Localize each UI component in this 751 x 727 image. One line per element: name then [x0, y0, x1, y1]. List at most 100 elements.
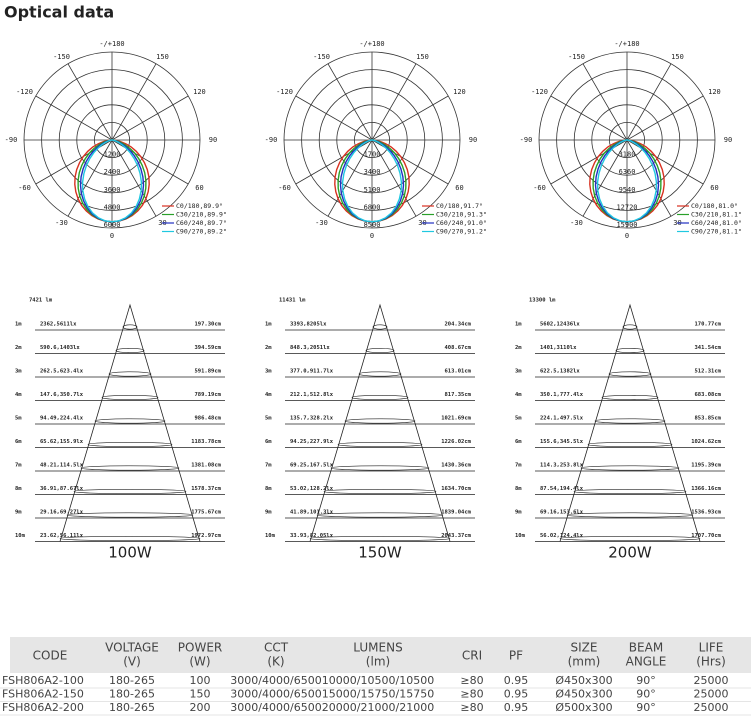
- radial-tick-label: 1200: [104, 151, 121, 159]
- illuminance: 1401,3110lx: [540, 345, 577, 351]
- lumens-label: 11431 lm: [279, 298, 306, 304]
- beam-diameter: 408.67cm: [445, 345, 472, 351]
- radial-tick-label: 9540: [619, 186, 636, 194]
- legend-entry: C60/240,81.0°: [691, 219, 742, 227]
- beam-ellipse: [66, 512, 194, 518]
- polar-spoke: [626, 139, 672, 217]
- radial-tick-label: 3400: [364, 168, 381, 176]
- legend-entry: C90/270,91.2°: [436, 228, 487, 236]
- illuminance: 5602,12436lx: [540, 322, 580, 328]
- radial-tick-label: 15900: [616, 221, 637, 229]
- beam-diameter: 986.48cm: [195, 416, 222, 422]
- distance-label: 6m: [265, 439, 272, 445]
- polar-spoke: [371, 139, 417, 217]
- polar-angle-label: 120: [453, 88, 466, 96]
- table-header-cell: POWER: [178, 641, 222, 655]
- legend-entry: C90/270,81.1°: [691, 228, 742, 236]
- illuminance: 377.0,911.7lx: [290, 369, 334, 375]
- beam-ellipse: [309, 535, 451, 542]
- beam-diameter: 1195.39cm: [691, 463, 721, 469]
- lumens-label: 7421 lm: [29, 298, 53, 304]
- table-cell: 0.95: [504, 701, 529, 714]
- polar-angle-label: 150: [156, 53, 169, 61]
- legend-entry: C0/180,89.9°: [176, 202, 223, 210]
- legend-entry: C60/240,91.0°: [436, 219, 487, 227]
- beam-cone: [559, 303, 701, 542]
- distance-label: 10m: [515, 533, 526, 539]
- illuminance: 2362,5611lx: [40, 322, 77, 328]
- beam-ellipse: [358, 371, 402, 377]
- table-header-cell: PF: [509, 649, 523, 663]
- beam-diameter: 1366.16cm: [691, 486, 721, 492]
- beam-diameter: 1183.78cm: [191, 439, 221, 445]
- radial-tick-label: 6360: [619, 168, 636, 176]
- radial-tick-label: 2400: [104, 168, 121, 176]
- beam-diameter: 1536.93cm: [691, 510, 721, 516]
- polar-angle-label: 90: [469, 136, 477, 144]
- illuminance: 29.16,69.27lx: [40, 510, 84, 516]
- table-cell: 3000/4000/6500: [230, 674, 321, 687]
- distance-label: 2m: [15, 345, 22, 351]
- distance-label: 4m: [15, 392, 22, 398]
- polar-angle-label: -30: [570, 219, 583, 227]
- beam-diameter: 591.89cm: [195, 369, 222, 375]
- distance-label: 5m: [265, 416, 272, 422]
- beam-diameter: 394.59cm: [195, 345, 222, 351]
- radial-tick-label: 8500: [364, 221, 381, 229]
- table-cell: 180-265: [109, 701, 155, 714]
- beam-diameter: 1226.02cm: [441, 439, 471, 445]
- radial-tick-label: 3180: [619, 151, 636, 159]
- table-header-cell: ANGLE: [626, 655, 667, 669]
- illuminance: 69.16,153.6lx: [540, 510, 584, 516]
- table-cell: 3000/4000/6500: [230, 688, 321, 701]
- table-cell: FSH806A2-100: [2, 674, 84, 687]
- beam-ellipse: [594, 418, 666, 424]
- radial-tick-label: 4800: [104, 203, 121, 211]
- table-header-cell: (V): [123, 655, 141, 669]
- distance-label: 7m: [515, 463, 522, 469]
- polar-spoke: [35, 95, 113, 141]
- polar-spoke: [327, 139, 373, 217]
- page-title: Optical data: [4, 3, 114, 22]
- beam-ellipse: [87, 441, 173, 448]
- legend-entry: C0/180,91.7°: [436, 202, 483, 210]
- polar-angle-label: 120: [708, 88, 721, 96]
- polar-spoke: [582, 63, 628, 141]
- polar-angle-label: 60: [455, 184, 463, 192]
- table-header-cell: (mm): [568, 655, 601, 669]
- polar-angle-label: 0: [110, 232, 114, 240]
- table-cell: 25000: [694, 701, 729, 714]
- illuminance: 135.7,328.2lx: [290, 416, 334, 422]
- table-header-cell: (K): [267, 655, 284, 669]
- table-header-cell: VOLTAGE: [105, 641, 159, 655]
- table-header-cell: CCT: [264, 641, 289, 655]
- polar-spoke: [67, 63, 113, 141]
- polar-angle-label: -90: [5, 136, 18, 144]
- distance-label: 7m: [15, 463, 22, 469]
- distance-label: 3m: [265, 369, 272, 375]
- table-header-cell: LUMENS: [353, 641, 402, 655]
- table-header-cell: LIFE: [699, 641, 724, 655]
- distance-label: 8m: [15, 486, 22, 492]
- radial-tick-label: 12720: [616, 203, 637, 211]
- polar-angle-label: -60: [18, 184, 31, 192]
- table-cell: ≥80: [460, 688, 483, 701]
- radial-tick-label: 3600: [104, 186, 121, 194]
- polar-angle-label: -60: [533, 184, 546, 192]
- polar-spoke: [626, 63, 672, 141]
- polar-angle-label: -150: [313, 53, 330, 61]
- distance-label: 9m: [265, 510, 272, 516]
- distance-label: 6m: [515, 439, 522, 445]
- polar-angle-label: -150: [53, 53, 70, 61]
- table-cell: 10000/10500/10500: [322, 674, 434, 687]
- illuminance: 65.62,155.9lx: [40, 439, 84, 445]
- polar-angle-label: -/+180: [614, 40, 639, 48]
- polar-spoke: [111, 95, 189, 141]
- beam-ellipse: [608, 371, 652, 377]
- beam-ellipse: [372, 324, 388, 330]
- beam-ellipse: [351, 394, 409, 401]
- radial-tick-label: 5100: [364, 186, 381, 194]
- distance-label: 10m: [265, 533, 276, 539]
- polar-angle-label: 120: [193, 88, 206, 96]
- illuminance: 41.89,101.3lx: [290, 510, 334, 516]
